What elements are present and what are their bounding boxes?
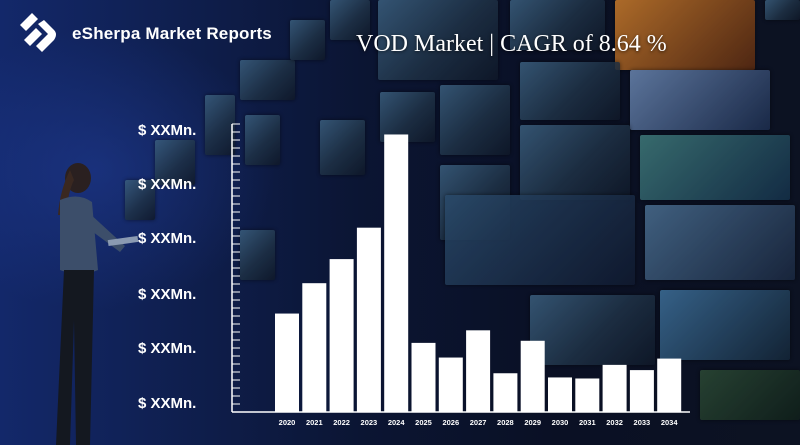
background-screen [205, 95, 235, 155]
brand-logo[interactable]: eSherpa Market Reports [14, 10, 274, 56]
bar-2028 [493, 373, 518, 412]
background-screen [290, 20, 325, 60]
x-tick-label: 2025 [415, 418, 432, 427]
x-tick-label: 2022 [333, 418, 350, 427]
x-tick-label: 2032 [606, 418, 623, 427]
y-tick-label: $ XXMn. [138, 122, 196, 139]
brand-name: eSherpa Market Reports [72, 24, 272, 43]
x-tick-label: 2021 [306, 418, 323, 427]
bar-2022 [329, 259, 354, 412]
background-screen [520, 62, 620, 120]
x-tick-label: 2027 [470, 418, 487, 427]
background-screen [155, 140, 195, 185]
bar-2031 [575, 378, 600, 412]
x-tick-label: 2023 [361, 418, 378, 427]
background-screen [630, 70, 770, 130]
chart-title: VOD Market | CAGR of 8.64 % [356, 31, 667, 57]
x-tick-label: 2028 [497, 418, 514, 427]
y-tick-labels: $ XXMn. $ XXMn. $ XXMn. $ XXMn. $ XXMn. $ XXM… [138, 122, 196, 412]
x-tick-label: 2030 [552, 418, 569, 427]
background-screen [378, 0, 498, 80]
bar-2023 [356, 227, 381, 412]
bar-2030 [548, 377, 572, 412]
background-screen [440, 85, 510, 155]
y-tick-label: $ XXMn. [138, 176, 196, 193]
logo-icon [20, 13, 56, 52]
background-screen [530, 295, 655, 365]
y-tick-label: $ XXMn. [138, 395, 196, 412]
bar-2027 [466, 330, 491, 412]
x-tick-label: 2029 [524, 418, 541, 427]
background-screen [245, 115, 280, 165]
bar-2029 [520, 340, 545, 412]
background-screen [640, 135, 790, 200]
x-tick-label: 2034 [661, 418, 679, 427]
background-screen [330, 0, 370, 40]
background-screen [645, 205, 795, 280]
y-tick-label: $ XXMn. [138, 230, 196, 247]
bar-2020 [275, 313, 299, 412]
x-tick-label: 2033 [634, 418, 651, 427]
background-screen [615, 0, 755, 70]
person-illustration [56, 163, 139, 445]
bar-2033 [629, 370, 654, 412]
background-screen [240, 230, 275, 280]
background-screen [520, 125, 630, 200]
background-screen [125, 180, 155, 220]
background-screen [660, 290, 790, 360]
x-tick-label: 2020 [279, 418, 296, 427]
y-tick-label: $ XXMn. [138, 286, 196, 303]
bar-2026 [438, 357, 463, 412]
bar-2032 [602, 364, 627, 412]
background-screen [320, 120, 365, 175]
background-screen [510, 0, 605, 50]
background-screen [240, 60, 295, 100]
bar-2021 [302, 283, 327, 412]
chart-bars [275, 134, 682, 413]
bar-2024 [384, 134, 409, 413]
x-tick-label: 2026 [442, 418, 459, 427]
background-screen [445, 195, 635, 285]
background-screen [700, 370, 800, 420]
x-tick-label: 2024 [388, 418, 406, 427]
x-tick-labels: 2020 2021 2022 2023 2024 2025 2026 2027 2028 2029… [279, 418, 679, 427]
y-tick-label: $ XXMn. [138, 340, 196, 357]
background-screen [380, 92, 435, 142]
x-tick-label: 2031 [579, 418, 596, 427]
bar-2034 [657, 358, 682, 412]
background-screen [765, 0, 800, 20]
bar-2025 [411, 342, 436, 412]
